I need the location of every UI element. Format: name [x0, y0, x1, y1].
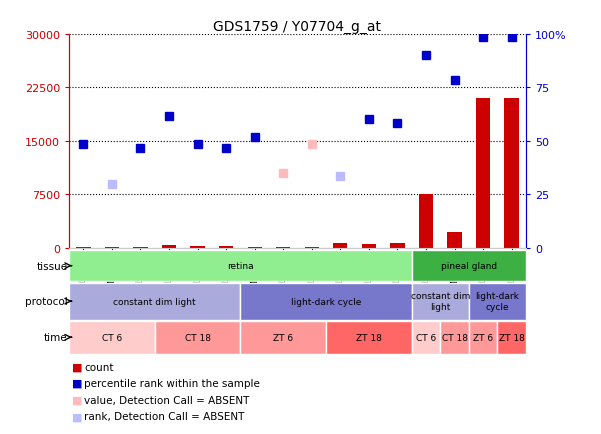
Text: ZT 6: ZT 6 [473, 333, 493, 342]
Text: CT 6: CT 6 [416, 333, 436, 342]
Text: ■: ■ [72, 378, 82, 388]
Text: ■: ■ [72, 395, 82, 404]
Bar [419, 195, 433, 248]
Bar [240, 321, 326, 354]
Text: light-dark
cycle: light-dark cycle [475, 292, 519, 311]
Text: percentile rank within the sample: percentile rank within the sample [84, 378, 260, 388]
Bar [476, 99, 490, 248]
Bar [155, 321, 240, 354]
Bar [326, 321, 412, 354]
Text: tissue: tissue [37, 261, 68, 271]
Text: ZT 6: ZT 6 [273, 333, 293, 342]
Text: pineal gland: pineal gland [441, 262, 497, 270]
Bar [504, 99, 519, 248]
Bar [362, 244, 376, 248]
Bar [469, 321, 498, 354]
Text: count: count [84, 362, 114, 372]
Bar [105, 247, 119, 248]
Text: constant dim light: constant dim light [114, 297, 196, 306]
Bar [133, 247, 148, 248]
Bar [469, 283, 526, 320]
Bar [498, 321, 526, 354]
Text: rank, Detection Call = ABSENT: rank, Detection Call = ABSENT [84, 411, 245, 421]
Bar [240, 283, 412, 320]
Text: ZT 18: ZT 18 [356, 333, 382, 342]
Bar [390, 243, 404, 248]
Text: CT 6: CT 6 [102, 333, 122, 342]
Bar [333, 243, 347, 248]
Bar [447, 233, 462, 248]
Bar [412, 321, 440, 354]
Text: protocol: protocol [25, 296, 68, 306]
Text: ■: ■ [72, 362, 82, 372]
Bar [412, 250, 526, 282]
Text: light-dark cycle: light-dark cycle [291, 297, 361, 306]
Text: ZT 18: ZT 18 [499, 333, 525, 342]
Text: constant dim
light: constant dim light [410, 292, 470, 311]
Text: ■: ■ [72, 411, 82, 421]
Bar [69, 250, 412, 282]
Bar [69, 321, 155, 354]
Text: time: time [44, 332, 68, 342]
Text: retina: retina [227, 262, 254, 270]
Text: value, Detection Call = ABSENT: value, Detection Call = ABSENT [84, 395, 249, 404]
Text: CT 18: CT 18 [185, 333, 210, 342]
Bar [69, 283, 240, 320]
Bar [412, 283, 469, 320]
Bar [162, 245, 176, 248]
Text: CT 18: CT 18 [442, 333, 468, 342]
Bar [440, 321, 469, 354]
Bar [219, 247, 233, 248]
Bar [191, 247, 205, 248]
Title: GDS1759 / Y07704_g_at: GDS1759 / Y07704_g_at [213, 20, 382, 34]
